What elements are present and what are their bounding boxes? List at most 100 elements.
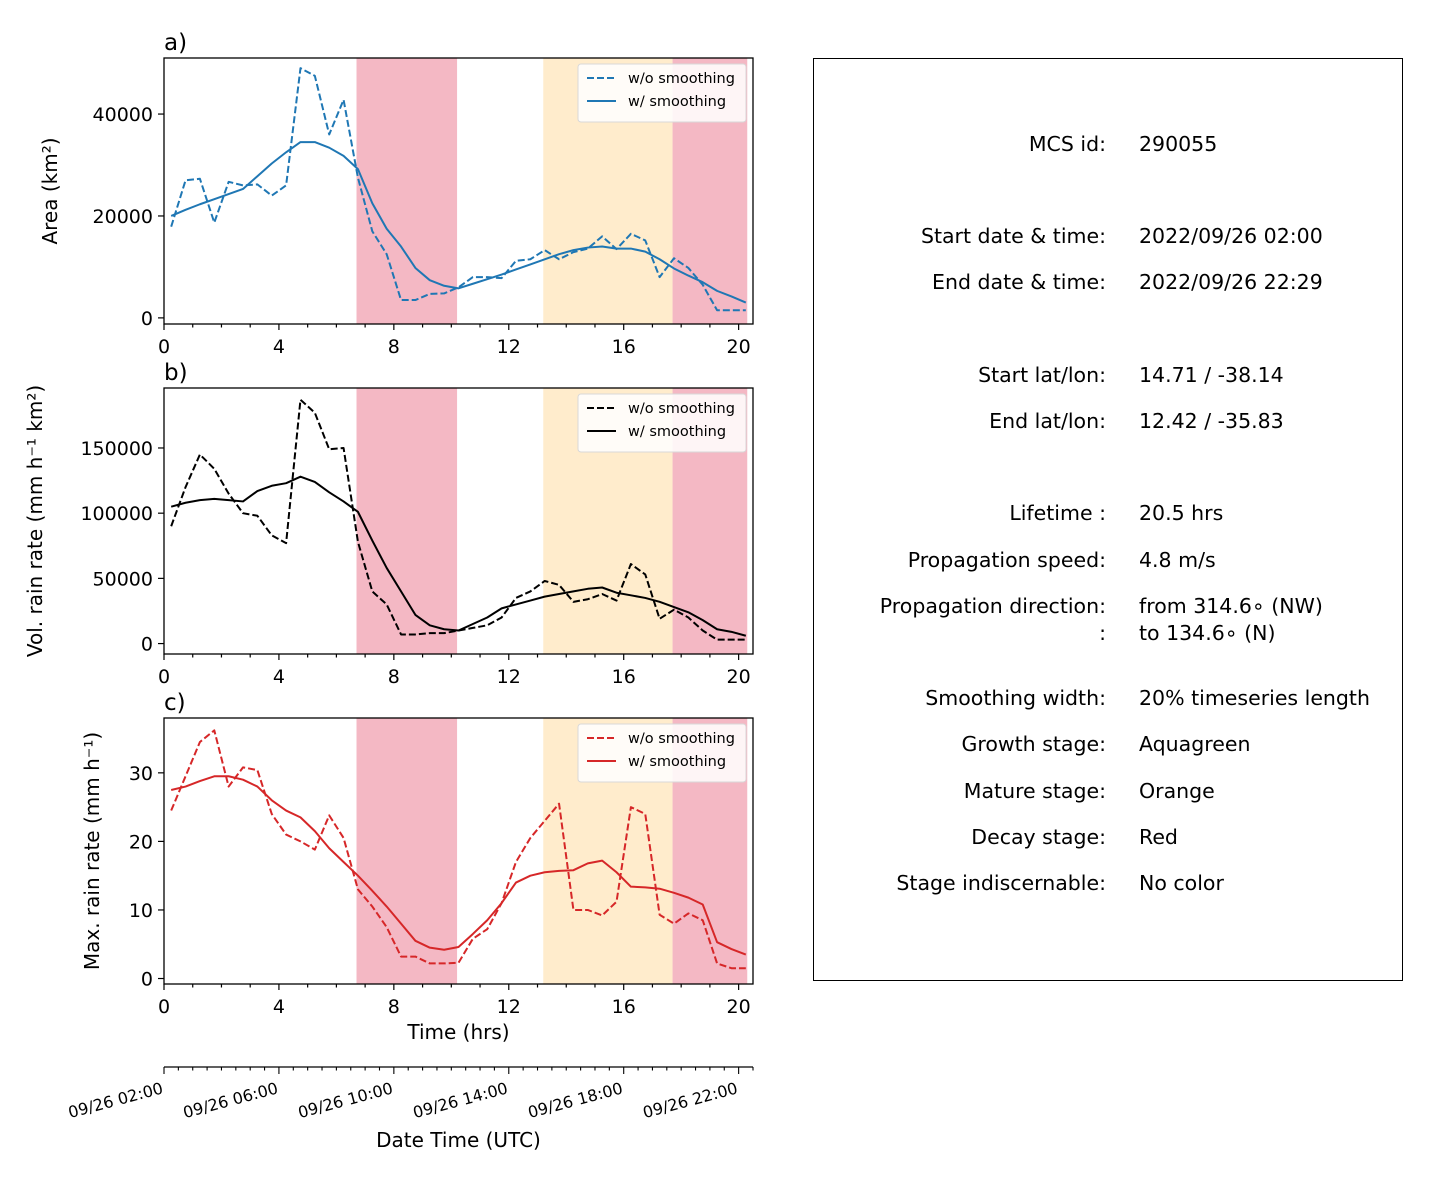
start-time-label: Start date & time: [920, 224, 1106, 248]
y-axis-label: Area (km²) [38, 137, 62, 244]
start-time-value: 2022/09/26 02:00 [1139, 224, 1323, 248]
growth-stage-value: Aquagreen [1139, 732, 1251, 756]
plot-frame [163, 57, 754, 325]
mature-stage-label: Mature stage: [963, 779, 1106, 803]
x-tick-label: 12 [497, 336, 521, 358]
date-tick-label: 09/26 06:00 [181, 1079, 280, 1123]
smoothing-width-value: 20% timeseries length [1139, 686, 1370, 710]
mcs-info-box: MCS id: 290055 Start date & time: 2022/0… [813, 58, 1403, 981]
date-tick-label: 09/26 22:00 [641, 1079, 740, 1123]
plot-frame [163, 717, 754, 985]
y-tick-label: 40000 [93, 104, 153, 126]
y-tick-label: 30 [129, 763, 153, 785]
y-tick-label: 150000 [80, 438, 153, 460]
x-tick-label: 8 [388, 996, 400, 1018]
y-tick-label: 10 [129, 900, 153, 922]
mcs-id-value: 290055 [1139, 132, 1218, 156]
stage-band-decay [356, 388, 458, 654]
series-line-smoothed [170, 475, 747, 637]
legend-box [577, 63, 747, 123]
legend: w/o smoothing w/ smoothing [577, 723, 747, 783]
date-tick-label: 09/26 18:00 [526, 1079, 625, 1123]
x-tick-label: 4 [273, 336, 285, 358]
legend-entry: w/ smoothing [628, 94, 726, 110]
y-tick-label: 100000 [80, 503, 153, 525]
y-tick-label: 20000 [93, 206, 153, 228]
legend-entry: w/ smoothing [628, 424, 726, 440]
date-time-axis: 09/26 02:00 09/26 06:00 09/26 10:00 09/26 1… [66, 1066, 754, 1152]
y-tick-label: 20 [129, 831, 153, 853]
panel-vol-rain-rate: 0 4 8 12 16 20 0 50000 100000 150000 b) Vol. rain r… [23, 360, 754, 688]
date-tick-label: 09/26 10:00 [296, 1079, 395, 1123]
x-tick-label: 16 [612, 996, 636, 1018]
y-axis-label: Max. rain rate (mm h⁻¹) [80, 732, 104, 970]
legend-entry: w/o smoothing [628, 731, 735, 747]
x-tick-label: 12 [497, 666, 521, 688]
legend-box [577, 393, 747, 453]
series-line-smoothed [170, 141, 747, 304]
propagation-direction-value-2: to 134.6∘ (N) [1139, 621, 1276, 645]
legend: w/o smoothing w/ smoothing [577, 63, 747, 123]
x-axis-label: Time (hrs) [406, 1020, 509, 1044]
stage-band-decay [356, 718, 458, 984]
decay-stage-value: Red [1139, 825, 1178, 849]
y-tick-label: 0 [141, 969, 153, 991]
end-time-label: End date & time: [932, 270, 1106, 294]
series-line-smoothed [170, 775, 747, 956]
date-tick-label: 09/26 02:00 [66, 1079, 165, 1123]
start-latlon-value: 14.71 / -38.14 [1139, 363, 1284, 387]
legend-entry: w/ smoothing [628, 754, 726, 770]
x-tick-label: 8 [388, 336, 400, 358]
decay-stage-label: Decay stage: [971, 825, 1106, 849]
propagation-direction-value: from 314.6∘ (NW) [1139, 594, 1323, 618]
end-latlon-value: 12.42 / -35.83 [1139, 409, 1284, 433]
panel-letter: c) [164, 690, 186, 716]
end-latlon-label: End lat/lon: [989, 409, 1106, 433]
x-tick-label: 8 [388, 666, 400, 688]
end-time-value: 2022/09/26 22:29 [1139, 270, 1323, 294]
x-tick-label: 0 [158, 996, 170, 1018]
x-tick-label: 16 [612, 666, 636, 688]
smoothing-width-label: Smoothing width: [925, 686, 1106, 710]
series-line-unsmoothed [170, 398, 746, 641]
mcs-id-label: MCS id: [1028, 132, 1106, 156]
lifetime-value: 20.5 hrs [1139, 501, 1224, 525]
legend-box [577, 723, 747, 783]
x-tick-label: 20 [727, 666, 751, 688]
series-line-unsmoothed [170, 67, 746, 312]
legend-entry: w/o smoothing [628, 401, 735, 417]
growth-stage-label: Growth stage: [961, 732, 1106, 756]
propagation-speed-value: 4.8 m/s [1139, 548, 1216, 572]
y-tick-label: 50000 [93, 568, 153, 590]
propagation-direction-label: Propagation direction: [879, 594, 1106, 618]
x-tick-label: 4 [273, 666, 285, 688]
x-tick-label: 4 [273, 996, 285, 1018]
x-tick-label: 16 [612, 336, 636, 358]
y-tick-label: 0 [141, 308, 153, 330]
legend: w/o smoothing w/ smoothing [577, 393, 747, 453]
plot-frame [163, 387, 754, 655]
propagation-speed-label: Propagation speed: [907, 548, 1106, 572]
y-axis-label: Vol. rain rate (mm h⁻¹ km²) [23, 385, 47, 657]
propagation-direction-label-2: : [1099, 621, 1106, 645]
x-tick-label: 0 [158, 336, 170, 358]
date-tick-label: 09/26 14:00 [411, 1079, 510, 1123]
panel-area: 0 4 8 12 16 20 0 20000 40000 a) Area (km²) w/o smoo… [38, 30, 754, 358]
y-tick-label: 0 [141, 634, 153, 656]
date-axis-label: Date Time (UTC) [376, 1128, 541, 1152]
start-latlon-label: Start lat/lon: [978, 363, 1106, 387]
mature-stage-value: Orange [1139, 779, 1215, 803]
series-line-unsmoothed [170, 729, 746, 970]
panel-letter: a) [164, 30, 187, 56]
legend-entry: w/o smoothing [628, 71, 735, 87]
stage-indiscernable-value: No color [1139, 871, 1224, 895]
stage-indiscernable-label: Stage indiscernable: [896, 871, 1106, 895]
x-tick-label: 20 [727, 996, 751, 1018]
panel-max-rain-rate: 0 4 8 12 16 20 0 10 20 30 c) Max. rain rate (mm h⁻¹… [80, 690, 754, 1044]
stage-band-decay [356, 58, 458, 324]
x-tick-label: 0 [158, 666, 170, 688]
x-tick-label: 20 [727, 336, 751, 358]
lifetime-label: Lifetime : [1009, 501, 1106, 525]
panel-letter: b) [164, 360, 188, 386]
